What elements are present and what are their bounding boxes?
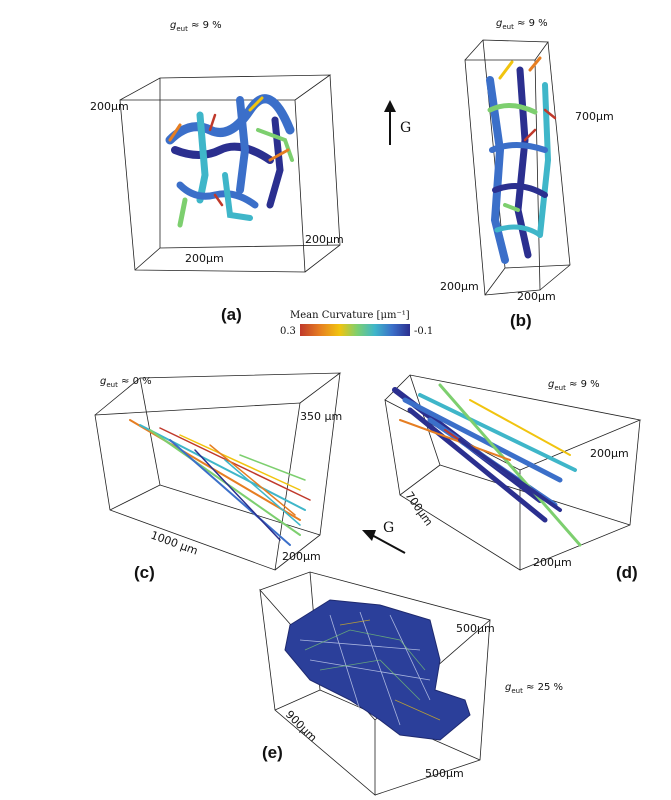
panel-e-dendrite-mass (284, 599, 471, 741)
panel-b: geut ≈ 9 % 700μm 200μm 200μm (b) (440, 18, 614, 330)
gravity-label-top: G (400, 120, 411, 136)
panel-b-dim-width: 200μm (517, 290, 556, 303)
panel-d-dim-length: 700μm (403, 489, 436, 528)
panel-b-label: (b) (510, 311, 532, 330)
panel-a: geut ≈ 9 % 200μm 200μm 200μm (a) (90, 20, 344, 324)
panel-a-dim-depth: 200μm (305, 233, 344, 246)
panel-a-bounding-box (119, 74, 341, 273)
panel-e-label: (e) (262, 743, 283, 762)
panel-b-dim-height: 700μm (575, 110, 614, 123)
panel-d-dendrite-structure (392, 383, 582, 547)
panel-c-fraction: geut ≈ 0 % (100, 376, 152, 389)
colorbar-gradient (300, 324, 410, 336)
colorbar-title: Mean Curvature [μm⁻¹] (290, 310, 410, 321)
panel-e-dim-length: 900μm (283, 708, 320, 745)
gravity-arrow-bottom: G (362, 520, 406, 554)
panel-c-label: (c) (134, 563, 155, 582)
panel-a-fraction: geut ≈ 9 % (170, 20, 222, 33)
panel-d-dim-width: 200μm (533, 556, 572, 569)
gravity-arrow-top: G (384, 100, 411, 145)
colorbar-min-label: 0.3 (280, 326, 296, 337)
panel-d-label: (d) (616, 563, 638, 582)
panel-d-bounding-box (384, 374, 642, 571)
panel-e-dim-height: 500μm (456, 622, 495, 635)
panel-c-bounding-box (94, 372, 342, 571)
panel-c-dim-length: 1000 μm (149, 529, 200, 558)
panel-d-fraction: geut ≈ 9 % (548, 379, 600, 392)
panel-c-dim-height: 350 μm (300, 410, 342, 423)
panel-e: 500μm geut ≈ 25 % 900μm 500μm (e) (259, 571, 563, 796)
panel-c-dim-width: 200μm (282, 550, 321, 563)
gravity-label-bottom: G (383, 520, 394, 536)
panel-a-dim-width: 200μm (185, 252, 224, 265)
panel-e-dim-width: 500μm (425, 767, 464, 780)
panel-a-dim-height: 200μm (90, 100, 129, 113)
panel-b-dendrite-structure (486, 56, 557, 264)
panel-b-dim-depth: 200μm (440, 280, 479, 293)
colorbar-max-label: -0.1 (414, 326, 433, 337)
panel-a-dendrite-structure (165, 94, 295, 228)
panel-a-label: (a) (221, 305, 242, 324)
panel-c: geut ≈ 0 % 350 μm 1000 μm 200μm (c) (94, 372, 342, 582)
panel-c-dendrite-structure (129, 419, 311, 546)
panel-d: geut ≈ 9 % 200μm 700μm 200μm (d) (384, 374, 642, 582)
panel-d-dim-height: 200μm (590, 447, 629, 460)
colorbar: Mean Curvature [μm⁻¹] 0.3 -0.1 (280, 310, 433, 337)
panel-e-fraction: geut ≈ 25 % (505, 682, 563, 695)
panel-b-fraction: geut ≈ 9 % (496, 18, 548, 31)
